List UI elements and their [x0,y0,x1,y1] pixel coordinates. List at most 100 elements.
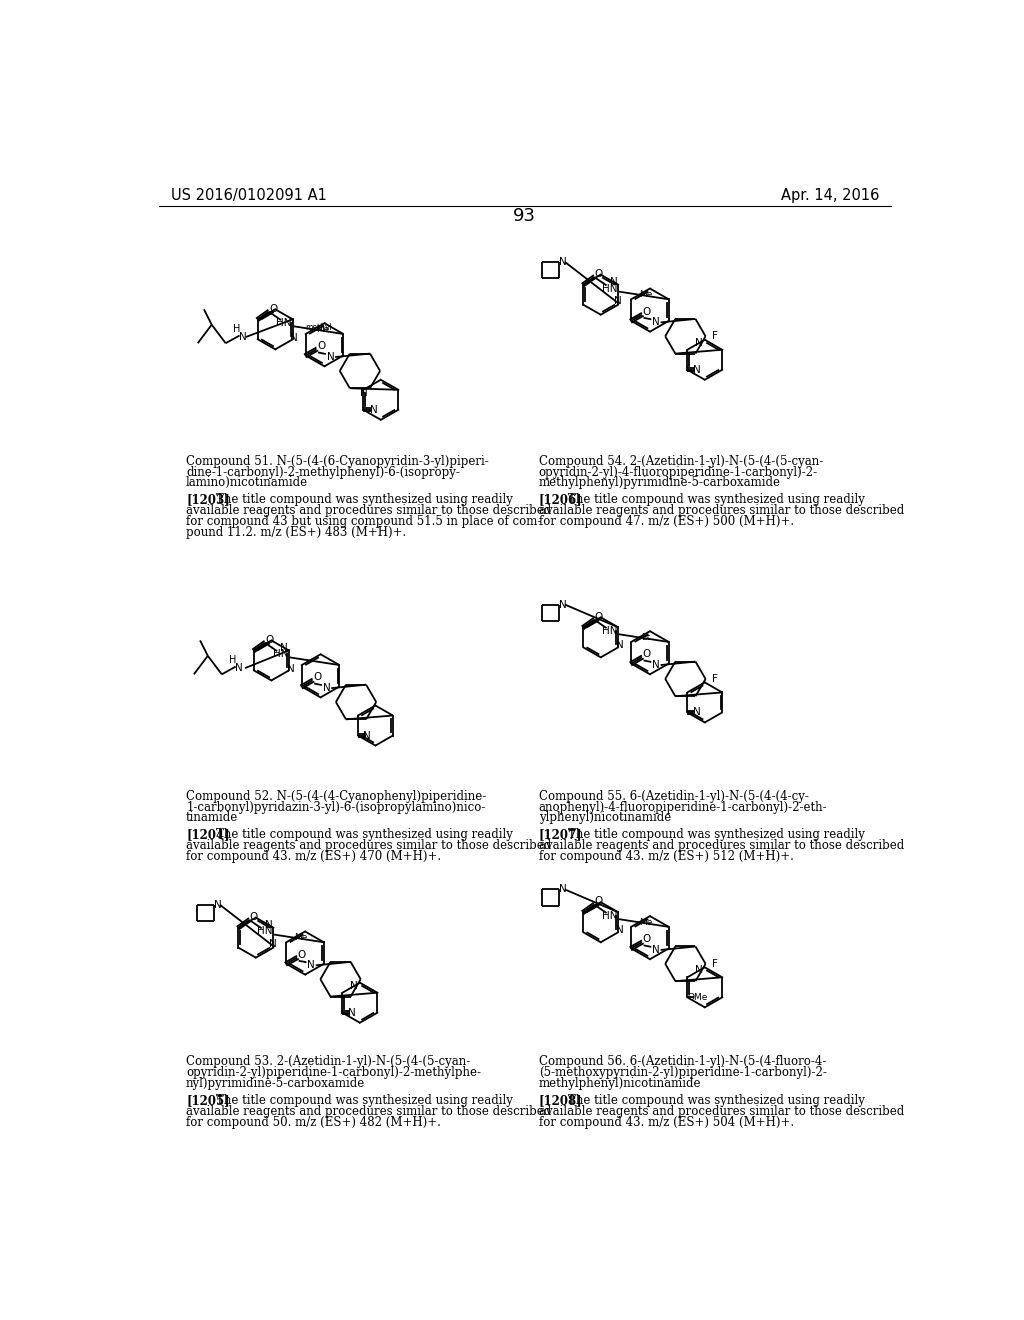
Text: The title compound was synthesized using readily: The title compound was synthesized using… [568,1094,865,1107]
Text: N: N [652,660,659,671]
Text: available reagents and procedures similar to those described: available reagents and procedures simila… [186,504,551,517]
Text: The title compound was synthesized using readily: The title compound was synthesized using… [216,1094,512,1107]
Text: opyridin-2-yl)-4-fluoropiperidine-1-carbonyl)-2-: opyridin-2-yl)-4-fluoropiperidine-1-carb… [539,466,818,479]
Text: O: O [317,342,326,351]
Text: N: N [364,730,371,741]
Text: O: O [595,896,603,907]
Text: pound 11.2. m/z (ES+) 483 (M+H)+.: pound 11.2. m/z (ES+) 483 (M+H)+. [186,525,407,539]
Text: N: N [559,257,566,267]
Text: ylphenyl)nicotinamide: ylphenyl)nicotinamide [539,812,671,825]
Text: for compound 43 but using compound 51.5 in place of com-: for compound 43 but using compound 51.5 … [186,515,542,528]
Text: N: N [693,364,700,375]
Text: Me: Me [316,325,330,334]
Text: N: N [371,405,378,414]
Text: methylphenyl)pyrimidine-5-carboxamide: methylphenyl)pyrimidine-5-carboxamide [539,477,780,490]
Text: N: N [694,338,702,348]
Text: N: N [214,900,221,909]
Text: N: N [265,920,272,931]
Text: 93: 93 [513,207,537,226]
Text: HN: HN [602,911,617,921]
Text: N: N [307,961,315,970]
Text: O: O [313,672,322,682]
Text: tinamide: tinamide [186,812,239,825]
Text: H: H [229,656,237,665]
Text: US 2016/0102091 A1: US 2016/0102091 A1 [171,187,327,203]
Text: for compound 43. m/z (ES+) 504 (M+H)+.: for compound 43. m/z (ES+) 504 (M+H)+. [539,1115,794,1129]
Text: [1205]: [1205] [186,1094,229,1107]
Text: HN: HN [602,284,617,293]
Text: O: O [269,304,278,314]
Text: Compound 56. 6-(Azetidin-1-yl)-N-(5-(4-fluoro-4-: Compound 56. 6-(Azetidin-1-yl)-N-(5-(4-f… [539,1056,826,1068]
Text: [1208]: [1208] [539,1094,583,1107]
Text: available reagents and procedures similar to those described: available reagents and procedures simila… [539,1105,904,1118]
Text: N: N [614,296,622,306]
Text: lamino)nicotinamide: lamino)nicotinamide [186,477,308,490]
Text: F: F [712,958,718,969]
Text: [1204]: [1204] [186,829,229,841]
Text: The title compound was synthesized using readily: The title compound was synthesized using… [568,829,865,841]
Text: Compound 52. N-(5-(4-(4-Cyanophenyl)piperidine-: Compound 52. N-(5-(4-(4-Cyanophenyl)pipe… [186,789,486,803]
Text: N: N [693,708,700,718]
Text: for compound 43. m/z (ES+) 512 (M+H)+.: for compound 43. m/z (ES+) 512 (M+H)+. [539,850,794,863]
Text: N: N [559,599,566,610]
Text: Me: Me [639,290,652,300]
Text: dine-1-carbonyl)-2-methylphenyl)-6-(isopropy-: dine-1-carbonyl)-2-methylphenyl)-6-(isop… [186,466,460,479]
Text: methylphenyl)nicotinamide: methylphenyl)nicotinamide [539,1077,701,1090]
Text: N: N [348,1007,355,1018]
Text: available reagents and procedures similar to those described: available reagents and procedures simila… [539,504,904,517]
Text: 1-carbonyl)pyridazin-3-yl)-6-(isopropylamino)nico-: 1-carbonyl)pyridazin-3-yl)-6-(isopropyla… [186,800,485,813]
Text: OMe: OMe [688,993,709,1002]
Text: for compound 47. m/z (ES+) 500 (M+H)+.: for compound 47. m/z (ES+) 500 (M+H)+. [539,515,794,528]
Text: [1206]: [1206] [539,494,583,507]
Text: N: N [323,684,331,693]
Text: N: N [615,640,624,649]
Text: [1207]: [1207] [539,829,583,841]
Text: N: N [239,333,247,342]
Text: N: N [609,277,617,288]
Text: HN: HN [602,626,617,636]
Text: N: N [359,388,368,397]
Text: available reagents and procedures similar to those described: available reagents and procedures simila… [539,840,904,853]
Text: HN: HN [276,318,292,329]
Text: Et: Et [641,632,650,642]
Text: opyridin-2-yl)piperidine-1-carbonyl)-2-methylphe-: opyridin-2-yl)piperidine-1-carbonyl)-2-m… [186,1067,481,1080]
Text: N: N [559,884,566,895]
Text: N: N [287,664,294,675]
Text: anophenyl)-4-fluoropiperidine-1-carbonyl)-2-eth-: anophenyl)-4-fluoropiperidine-1-carbonyl… [539,800,827,813]
Text: N: N [269,939,278,949]
Text: N: N [652,317,659,327]
Text: The title compound was synthesized using readily: The title compound was synthesized using… [568,494,865,507]
Text: Me: Me [295,933,308,942]
Text: O: O [642,306,651,317]
Text: Compound 55. 6-(Azetidin-1-yl)-N-(5-(4-(4-cy-: Compound 55. 6-(Azetidin-1-yl)-N-(5-(4-(… [539,789,809,803]
Text: O: O [642,649,651,659]
Text: N: N [350,981,357,991]
Text: Compound 51. N-(5-(4-(6-Cyanopyridin-3-yl)piperi-: Compound 51. N-(5-(4-(6-Cyanopyridin-3-y… [186,455,488,467]
Text: The title compound was synthesized using readily: The title compound was synthesized using… [216,829,512,841]
Text: Apr. 14, 2016: Apr. 14, 2016 [780,187,879,203]
Text: N: N [291,333,298,343]
Text: methyl: methyl [305,322,332,331]
Text: HN: HN [257,927,272,936]
Text: O: O [265,635,273,644]
Text: Compound 53. 2-(Azetidin-1-yl)-N-(5-(4-(5-cyan-: Compound 53. 2-(Azetidin-1-yl)-N-(5-(4-(… [186,1056,470,1068]
Text: (5-methoxypyridin-2-yl)piperidine-1-carbonyl)-2-: (5-methoxypyridin-2-yl)piperidine-1-carb… [539,1067,826,1080]
Text: O: O [250,912,258,921]
Text: F: F [712,675,718,684]
Text: Compound 54. 2-(Azetidin-1-yl)-N-(5-(4-(5-cyan-: Compound 54. 2-(Azetidin-1-yl)-N-(5-(4-(… [539,455,823,467]
Text: nyl)pyrimidine-5-carboxamide: nyl)pyrimidine-5-carboxamide [186,1077,366,1090]
Text: for compound 43. m/z (ES+) 470 (M+H)+.: for compound 43. m/z (ES+) 470 (M+H)+. [186,850,441,863]
Text: O: O [595,611,603,622]
Text: N: N [694,965,702,975]
Text: O: O [642,935,651,944]
Text: N: N [281,643,288,653]
Text: available reagents and procedures similar to those described: available reagents and procedures simila… [186,840,551,853]
Text: N: N [327,352,334,362]
Text: The title compound was synthesized using readily: The title compound was synthesized using… [216,494,512,507]
Text: O: O [298,949,306,960]
Text: for compound 50. m/z (ES+) 482 (M+H)+.: for compound 50. m/z (ES+) 482 (M+H)+. [186,1115,441,1129]
Text: F: F [712,331,718,342]
Text: HN: HN [272,649,288,659]
Text: H: H [232,325,241,334]
Text: Me: Me [639,917,652,927]
